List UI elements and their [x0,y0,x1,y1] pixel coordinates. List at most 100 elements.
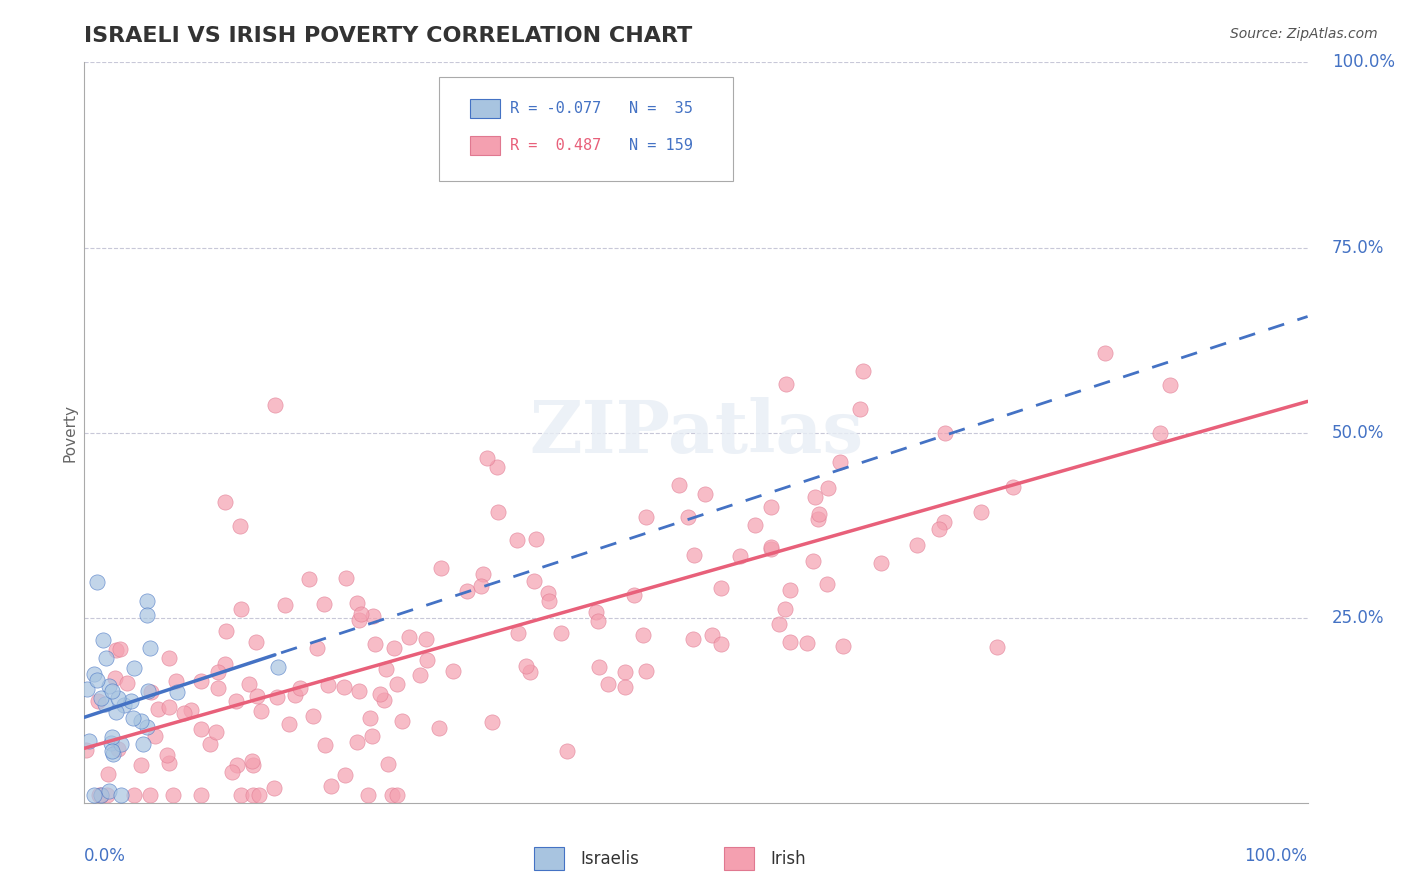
Point [415,632,437,646]
Point [180,702,202,716]
Point [100,683,122,698]
Point [486,505,509,519]
Point [246,689,269,703]
Point [519,665,541,680]
Point [122,711,145,725]
Point [515,659,537,673]
Point [129,758,152,772]
Point [190,722,212,736]
Point [225,694,247,708]
Point [682,632,704,647]
Point [409,667,432,681]
Point [86,673,108,687]
Point [136,608,159,623]
Point [775,377,797,392]
Point [122,661,145,675]
Point [205,724,228,739]
Point [110,737,132,751]
Point [229,602,252,616]
Point [157,651,180,665]
Point [90,789,112,803]
Point [314,597,336,611]
Point [391,714,413,729]
Point [346,596,368,610]
Point [759,500,782,514]
Point [870,557,893,571]
Point [107,690,129,705]
Point [316,678,339,692]
Point [524,532,547,546]
Point [122,789,145,803]
Point [131,738,153,752]
Point [768,617,790,632]
Point [107,741,129,756]
Point [398,630,420,644]
Point [117,675,139,690]
Point [470,579,492,593]
Text: Source: ZipAtlas.com: Source: ZipAtlas.com [1230,27,1378,41]
Point [207,665,229,679]
Point [807,512,830,526]
Point [214,657,236,671]
Point [240,755,263,769]
Point [302,708,325,723]
Point [803,490,825,504]
Point [87,789,110,803]
Point [710,581,733,595]
Point [266,660,288,674]
Point [139,641,162,656]
Point [200,737,222,751]
Point [98,679,121,693]
Point [288,681,311,695]
Point [247,788,270,802]
Point [668,477,690,491]
Point [349,683,371,698]
Point [636,664,658,678]
Point [361,729,384,743]
Point [190,789,212,803]
Text: N =  35: N = 35 [628,101,693,116]
Text: ZIPatlas: ZIPatlas [529,397,863,468]
Point [613,665,636,680]
Point [221,765,243,780]
Point [139,685,162,699]
Point [506,533,529,547]
Point [970,505,993,519]
Point [905,538,928,552]
Point [385,677,408,691]
Text: ISRAELI VS IRISH POVERTY CORRELATION CHART: ISRAELI VS IRISH POVERTY CORRELATION CHA… [84,26,693,45]
Point [555,744,578,758]
Point [596,677,619,691]
Point [263,780,285,795]
Point [683,548,706,562]
Point [364,637,387,651]
Point [100,736,122,750]
Point [162,789,184,803]
Point [832,640,855,654]
Point [215,624,238,638]
Point [83,666,105,681]
Point [815,577,838,591]
Point [307,640,329,655]
FancyBboxPatch shape [470,99,501,118]
Point [274,599,297,613]
Point [368,687,391,701]
Point [135,720,157,734]
Point [852,364,875,378]
Point [120,693,142,707]
Point [75,742,97,756]
Point [359,711,381,725]
Point [264,398,287,412]
Point [136,684,159,698]
Point [101,747,124,761]
Point [207,681,229,696]
Point [166,685,188,699]
Point [801,554,824,568]
Text: Israelis: Israelis [581,849,640,868]
Point [456,584,478,599]
Point [588,659,610,673]
Point [759,540,782,554]
Text: 25.0%: 25.0% [1331,608,1385,627]
Point [759,541,782,556]
Point [277,716,299,731]
